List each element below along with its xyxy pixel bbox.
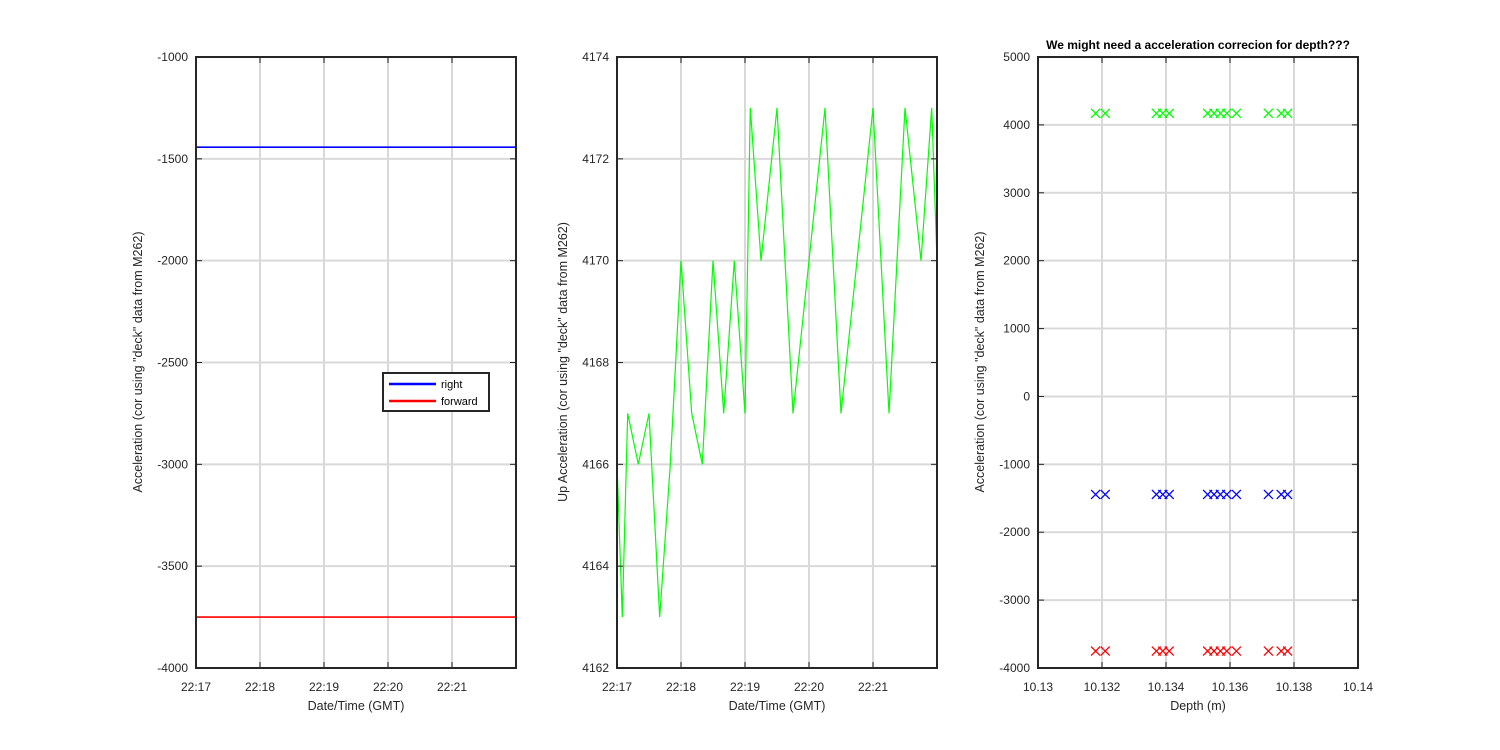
scatter-x-marker [1231,489,1242,500]
panel-2-ticks: 22:17 22:18 22:19 22:20 22:21 4174 4172 4170 416… [582,50,937,694]
y-tick-label: 4174 [582,50,609,64]
y-tick-label: -3500 [157,559,188,573]
y-tick-label: 4172 [582,152,609,166]
x-tick-label: 22:20 [373,680,403,694]
y-tick-label: -2000 [999,525,1030,539]
scatter-x-marker [1164,489,1175,500]
x-tick-label: 10.138 [1276,680,1313,694]
y-tick-label: 0 [1023,389,1030,403]
scatter-x-marker [1282,646,1293,656]
legend-forward-label: forward [441,396,478,408]
scatter-x-marker [1164,646,1175,656]
panel-1-legend: right forward [382,372,490,412]
y-tick-label: 4164 [582,559,609,573]
panel-1-xlabel: Date/Time (GMT) [308,699,405,713]
scatter-x-marker [1221,646,1232,656]
y-tick-label: -1000 [999,457,1030,471]
scatter-x-marker [1090,646,1101,656]
scatter-x-marker [1090,108,1101,119]
y-tick-label: -3000 [157,457,188,471]
scatter-x-marker [1100,489,1111,500]
scatter-x-marker [1282,108,1293,119]
y-tick-label: -4000 [157,661,188,675]
y-tick-label: -2500 [157,356,188,370]
y-tick-label: -1500 [157,152,188,166]
panel-2-ylabel: Up Acceleration (cor using "deck" data f… [556,222,570,502]
y-tick-label: -3000 [999,593,1030,607]
scatter-x-marker [1231,108,1242,119]
scatter-x-marker [1090,489,1101,500]
y-tick-label: 4166 [582,457,609,471]
scatter-x-marker [1263,108,1274,119]
y-tick-label: 4162 [582,661,609,675]
panel-3-series [1090,108,1293,656]
x-tick-label: 22:17 [181,680,211,694]
y-tick-label: -1000 [157,50,188,64]
scatter-x-marker [1164,108,1175,119]
panel-2-xlabel: Date/Time (GMT) [729,699,826,713]
scatter-x-marker [1221,108,1232,119]
x-tick-label: 22:21 [858,680,888,694]
y-tick-label: 4000 [1003,118,1030,132]
y-tick-label: 4168 [582,356,609,370]
panel-3-ticks: 10.13 10.132 10.134 10.136 10.138 10.14 5000 40… [999,50,1373,694]
panel-2-series [616,107,938,618]
x-tick-label: 22:19 [730,680,760,694]
y-tick-label: -2000 [157,254,188,268]
x-tick-label: 10.14 [1343,680,1373,694]
scatter-x-marker [1221,489,1232,500]
x-tick-label: 10.136 [1212,680,1249,694]
scatter-x-marker [1263,489,1274,500]
panel-3-title: We might need a acceleration correcion f… [1046,38,1350,52]
panel-1-time-series: 22:17 22:18 22:19 22:20 22:21 -1000 -1500 -2000… [131,50,517,713]
legend-right-label: right [441,379,462,391]
series-line-up-acceleration [616,107,938,618]
scatter-x-marker [1100,646,1111,656]
scatter-x-marker [1282,489,1293,500]
scatter-x-marker [1100,108,1111,119]
x-tick-label: 22:19 [309,680,339,694]
y-tick-label: 1000 [1003,322,1030,336]
panel-2-up-acceleration: 22:17 22:18 22:19 22:20 22:21 4174 4172 4170 416… [556,50,938,713]
panel-3-axes-box [1037,56,1359,669]
x-tick-label: 10.132 [1084,680,1121,694]
x-tick-label: 22:18 [666,680,696,694]
panel-3-xlabel: Depth (m) [1170,699,1226,713]
panel-3-ylabel: Acceleration (cor using "deck" data from… [973,231,987,492]
legend-box [382,372,490,412]
panel-3-plot-area [1038,57,1358,668]
panel-1-ylabel: Acceleration (cor using "deck" data from… [131,231,145,492]
y-tick-label: -4000 [999,661,1030,675]
y-tick-label: 4170 [582,254,609,268]
scatter-x-marker [1231,646,1242,656]
x-tick-label: 22:21 [437,680,467,694]
x-tick-label: 22:20 [794,680,824,694]
y-tick-label: 5000 [1003,50,1030,64]
x-tick-label: 22:17 [602,680,632,694]
panel-3-depth-scatter: 10.13 10.132 10.134 10.136 10.138 10.14 5000 40… [973,38,1373,713]
panel-1-series [196,146,516,618]
y-tick-label: 2000 [1003,254,1030,268]
x-tick-label: 22:18 [245,680,275,694]
x-tick-label: 10.134 [1148,680,1185,694]
panel-1-ticks: 22:17 22:18 22:19 22:20 22:21 -1000 -1500 -2000… [157,50,516,694]
x-tick-label: 10.13 [1023,680,1053,694]
scatter-x-marker [1263,646,1274,656]
y-tick-label: 3000 [1003,186,1030,200]
